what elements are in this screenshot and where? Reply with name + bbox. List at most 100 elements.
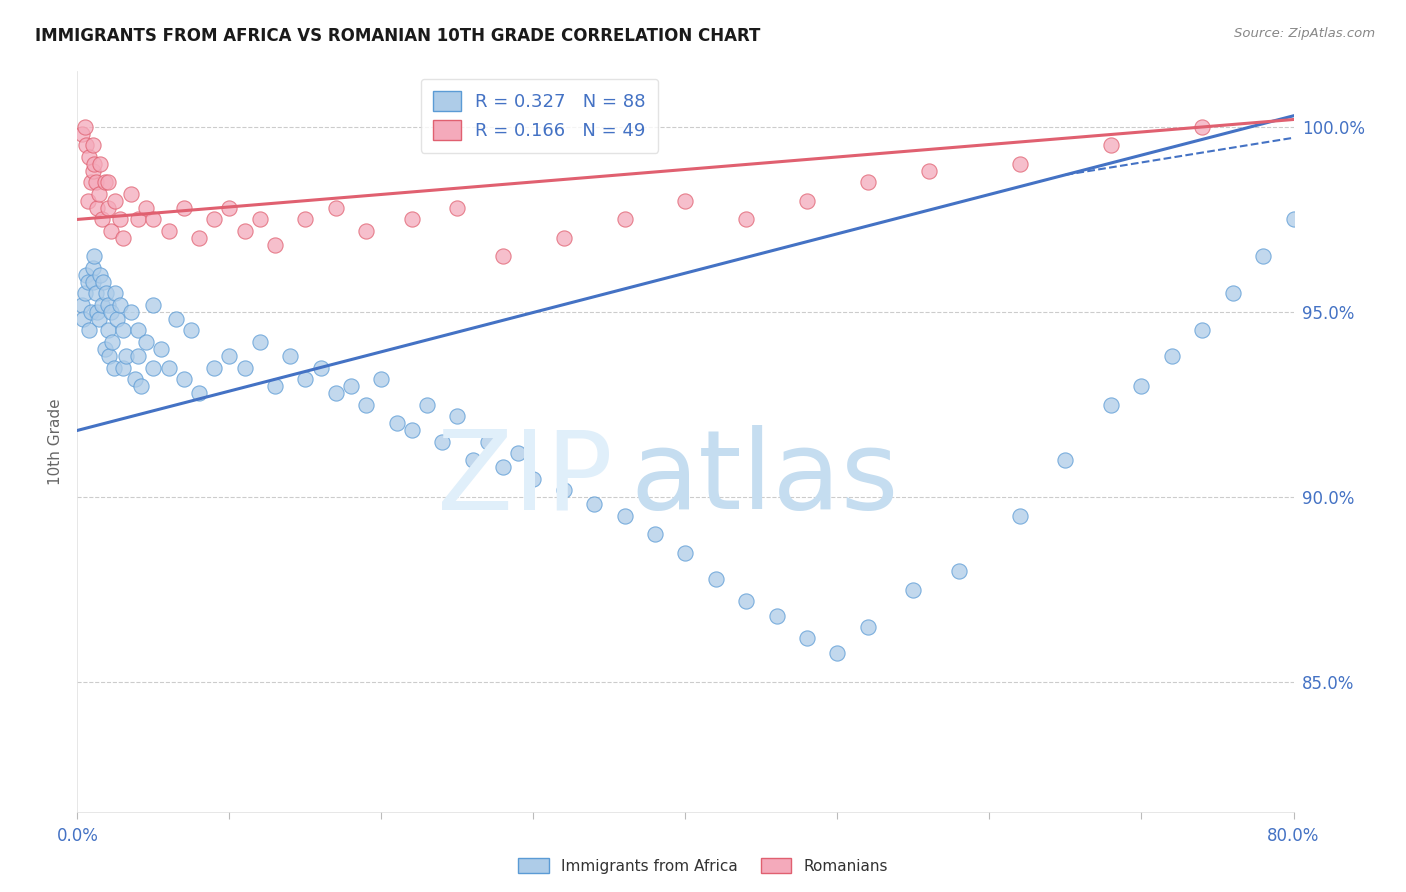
Point xyxy=(103,360,125,375)
Point xyxy=(87,186,110,201)
Point xyxy=(77,194,100,208)
Point xyxy=(644,527,666,541)
Point xyxy=(100,305,122,319)
Point xyxy=(613,212,636,227)
Point xyxy=(83,157,105,171)
Point xyxy=(120,305,142,319)
Point xyxy=(75,268,97,282)
Point xyxy=(233,360,256,375)
Point xyxy=(370,371,392,385)
Point xyxy=(264,379,287,393)
Point xyxy=(522,471,544,485)
Point xyxy=(1099,138,1122,153)
Point xyxy=(796,631,818,645)
Point xyxy=(948,564,970,578)
Point xyxy=(80,305,103,319)
Point xyxy=(93,175,115,189)
Point xyxy=(84,175,107,189)
Point xyxy=(165,312,187,326)
Point xyxy=(104,286,127,301)
Point xyxy=(70,128,93,142)
Point xyxy=(553,483,575,497)
Point xyxy=(96,286,118,301)
Point xyxy=(1008,508,1031,523)
Point xyxy=(856,619,879,633)
Point xyxy=(86,305,108,319)
Point xyxy=(583,498,606,512)
Point xyxy=(97,297,120,311)
Y-axis label: 10th Grade: 10th Grade xyxy=(48,398,63,485)
Point xyxy=(120,186,142,201)
Point xyxy=(218,350,240,364)
Point xyxy=(188,386,211,401)
Point xyxy=(127,212,149,227)
Point xyxy=(104,194,127,208)
Point xyxy=(416,397,439,411)
Point xyxy=(100,223,122,237)
Point xyxy=(1251,249,1274,263)
Point xyxy=(149,342,172,356)
Point xyxy=(401,424,423,438)
Point xyxy=(98,350,121,364)
Point xyxy=(765,608,787,623)
Point xyxy=(188,231,211,245)
Point xyxy=(82,276,104,290)
Point xyxy=(249,334,271,349)
Point xyxy=(430,434,453,449)
Point xyxy=(1222,286,1244,301)
Point xyxy=(553,231,575,245)
Point xyxy=(477,434,499,449)
Point xyxy=(233,223,256,237)
Point xyxy=(142,212,165,227)
Point xyxy=(218,202,240,216)
Point xyxy=(1130,379,1153,393)
Point xyxy=(108,212,131,227)
Point xyxy=(264,238,287,252)
Point xyxy=(735,212,758,227)
Point xyxy=(157,360,180,375)
Point xyxy=(918,164,941,178)
Point xyxy=(401,212,423,227)
Point xyxy=(157,223,180,237)
Point xyxy=(111,231,134,245)
Point xyxy=(79,149,101,163)
Point xyxy=(704,572,727,586)
Point xyxy=(173,202,195,216)
Point xyxy=(249,212,271,227)
Point xyxy=(89,268,111,282)
Point xyxy=(1191,323,1213,337)
Point xyxy=(294,212,316,227)
Point xyxy=(1282,212,1305,227)
Point xyxy=(135,202,157,216)
Point xyxy=(82,164,104,178)
Point xyxy=(735,593,758,607)
Point xyxy=(613,508,636,523)
Point xyxy=(202,360,225,375)
Text: ZIP: ZIP xyxy=(437,425,613,532)
Point xyxy=(492,249,515,263)
Point xyxy=(97,175,120,189)
Point xyxy=(1099,397,1122,411)
Point xyxy=(93,342,115,356)
Point xyxy=(202,212,225,227)
Point xyxy=(180,323,202,337)
Point xyxy=(115,350,138,364)
Point xyxy=(325,386,347,401)
Point xyxy=(142,360,165,375)
Point xyxy=(354,223,377,237)
Point xyxy=(1191,120,1213,134)
Text: Source: ZipAtlas.com: Source: ZipAtlas.com xyxy=(1234,27,1375,40)
Point xyxy=(1008,157,1031,171)
Point xyxy=(127,323,149,337)
Point xyxy=(124,371,146,385)
Point xyxy=(84,286,107,301)
Point xyxy=(83,249,105,263)
Point xyxy=(70,297,93,311)
Point xyxy=(903,582,925,597)
Point xyxy=(278,350,301,364)
Point xyxy=(101,334,124,349)
Point xyxy=(75,138,97,153)
Point xyxy=(675,194,697,208)
Point xyxy=(446,202,468,216)
Point xyxy=(675,546,697,560)
